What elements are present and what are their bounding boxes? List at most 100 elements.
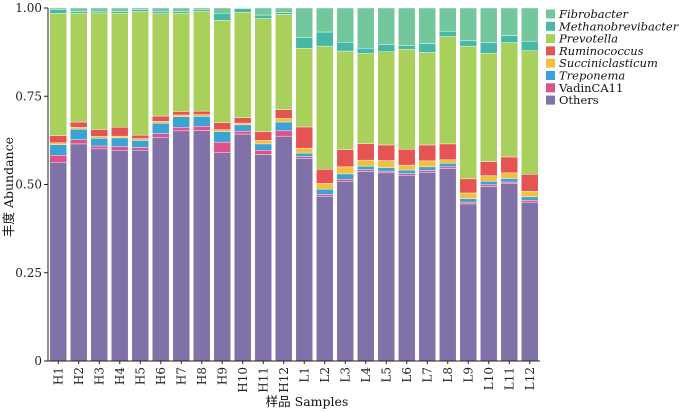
bar-segment-fibrobacter-h7 (172, 7, 190, 12)
bar-segment-prevotella-h11 (254, 18, 272, 132)
bar-segment-vadinca11-h7 (172, 127, 190, 132)
bar-segment-methanobrevibacter-h9 (213, 13, 231, 21)
bar-stack-l10 (480, 7, 498, 362)
bar-segment-ruminococcus-l4 (357, 143, 375, 161)
bar-segment-ruminococcus-h2 (70, 121, 88, 128)
bar-segment-prevotella-h8 (193, 10, 211, 112)
bar-segment-treponema-l8 (439, 163, 457, 168)
bar-segment-methanobrevibacter-l11 (500, 35, 518, 43)
bar-segment-methanobrevibacter-l12 (521, 40, 539, 51)
bar-segment-fibrobacter-l5 (377, 7, 395, 45)
bar-segment-methanobrevibacter-l7 (418, 43, 436, 53)
bar-segment-fibrobacter-l9 (459, 7, 477, 42)
legend-item-ruminococcus: Ruminococcus (546, 44, 644, 58)
bar-stack-h1 (49, 7, 67, 362)
bar-segment-succiniclasticum-h1 (49, 142, 67, 145)
bar-stack-l5 (377, 7, 395, 362)
bar-segment-others-l2 (316, 195, 334, 362)
bar-segment-ruminococcus-h3 (90, 129, 108, 137)
bar-segment-vadinca11-h6 (152, 133, 170, 138)
bar-segment-fibrobacter-l12 (521, 7, 539, 42)
bar-segment-treponema-l11 (500, 178, 518, 183)
bar-segment-methanobrevibacter-h3 (90, 10, 108, 14)
bar-stack-h10 (234, 7, 252, 362)
bar-segment-fibrobacter-h5 (131, 7, 149, 10)
bar-segment-fibrobacter-l6 (398, 7, 416, 46)
x-tick-label-l3: L3 (338, 367, 352, 383)
bar-segment-ruminococcus-l12 (521, 174, 539, 192)
bar-stack-l6 (398, 7, 416, 362)
bar-segment-treponema-h2 (70, 128, 88, 140)
bar-segment-vadinca11-h10 (234, 130, 252, 135)
bar-segment-methanobrevibacter-h8 (193, 9, 211, 12)
bar-segment-vadinca11-l7 (418, 170, 436, 173)
bar-segment-succiniclasticum-l1 (295, 147, 313, 154)
bar-segment-prevotella-h9 (213, 20, 231, 123)
bar-segment-succiniclasticum-h7 (172, 114, 190, 117)
bar-stack-h4 (111, 7, 129, 362)
bar-segment-treponema-l4 (357, 165, 375, 170)
bar-segment-vadinca11-l1 (295, 156, 313, 159)
bar-segment-others-h1 (49, 162, 67, 362)
legend-label: Succiniclasticum (559, 56, 658, 70)
bar-segment-succiniclasticum-h4 (111, 135, 129, 139)
x-tick-label-h5: H5 (133, 367, 147, 385)
bar-stack-h12 (275, 7, 293, 362)
bar-segment-ruminococcus-h5 (131, 134, 149, 139)
legend-item-methanobrevibacter: Methanobrevibacter (546, 19, 680, 33)
x-tick-label-h8: H8 (195, 367, 209, 385)
bar-segment-vadinca11-l10 (480, 184, 498, 187)
bar-stack-h2 (70, 7, 88, 362)
bar-segment-succiniclasticum-l5 (377, 160, 395, 168)
bar-segment-succiniclasticum-l3 (336, 166, 354, 175)
bar-segment-vadinca11-l2 (316, 194, 334, 197)
bar-segment-others-l4 (357, 171, 375, 362)
x-tick-label-h9: H9 (215, 367, 229, 385)
bar-segment-others-l1 (295, 158, 313, 362)
bar-segment-prevotella-l6 (398, 49, 416, 150)
bar-segment-others-l5 (377, 172, 395, 362)
bar-segment-ruminococcus-l1 (295, 126, 313, 149)
bar-segment-fibrobacter-l2 (316, 7, 334, 33)
bar-segment-vadinca11-h2 (70, 139, 88, 145)
bar-segment-ruminococcus-l5 (377, 144, 395, 161)
bar-segment-treponema-h10 (234, 124, 252, 132)
bar-segment-vadinca11-l11 (500, 181, 518, 184)
bar-segment-vadinca11-h8 (193, 126, 211, 131)
bar-segment-methanobrevibacter-h1 (49, 9, 67, 14)
bar-segment-prevotella-l5 (377, 51, 395, 146)
bar-stack-l3 (336, 7, 354, 362)
bar-segment-methanobrevibacter-h12 (275, 12, 293, 15)
x-tick-label-l8: L8 (441, 367, 455, 383)
bar-segment-others-l8 (439, 168, 457, 362)
bar-segment-succiniclasticum-h9 (213, 129, 231, 132)
legend-label: Prevotella (558, 32, 618, 46)
bar-segment-others-l7 (418, 171, 436, 362)
bar-stack-l7 (418, 7, 436, 362)
bar-segment-prevotella-h5 (131, 11, 149, 136)
bar-segment-treponema-l12 (521, 196, 539, 201)
bar-segment-fibrobacter-l1 (295, 7, 313, 38)
bar-segment-vadinca11-h5 (131, 147, 149, 151)
bar-segment-ruminococcus-h4 (111, 127, 129, 137)
legend-swatch (546, 21, 555, 31)
bar-segment-others-l9 (459, 203, 477, 362)
bar-segment-prevotella-h7 (172, 13, 190, 112)
bar-segment-ruminococcus-h9 (213, 122, 231, 130)
bar-segment-ruminococcus-h12 (275, 109, 293, 119)
bar-stack-l8 (439, 7, 457, 362)
bar-segment-succiniclasticum-l8 (439, 159, 457, 164)
bar-stack-l12 (521, 7, 539, 362)
bar-segment-treponema-l2 (316, 188, 334, 195)
bar-stack-h8 (193, 7, 211, 362)
bar-segment-fibrobacter-l11 (500, 7, 518, 36)
bar-segment-ruminococcus-h11 (254, 131, 272, 141)
legend-label: Treponema (559, 69, 625, 83)
legend-item-vadinca11: VadinCA11 (546, 81, 623, 95)
x-tick-label-l11: L11 (502, 367, 516, 390)
bar-segment-ruminococcus-h8 (193, 110, 211, 115)
bar-segment-fibrobacter-h3 (90, 7, 108, 12)
bar-segment-treponema-l5 (377, 167, 395, 172)
bar-segment-vadinca11-h3 (90, 145, 108, 150)
